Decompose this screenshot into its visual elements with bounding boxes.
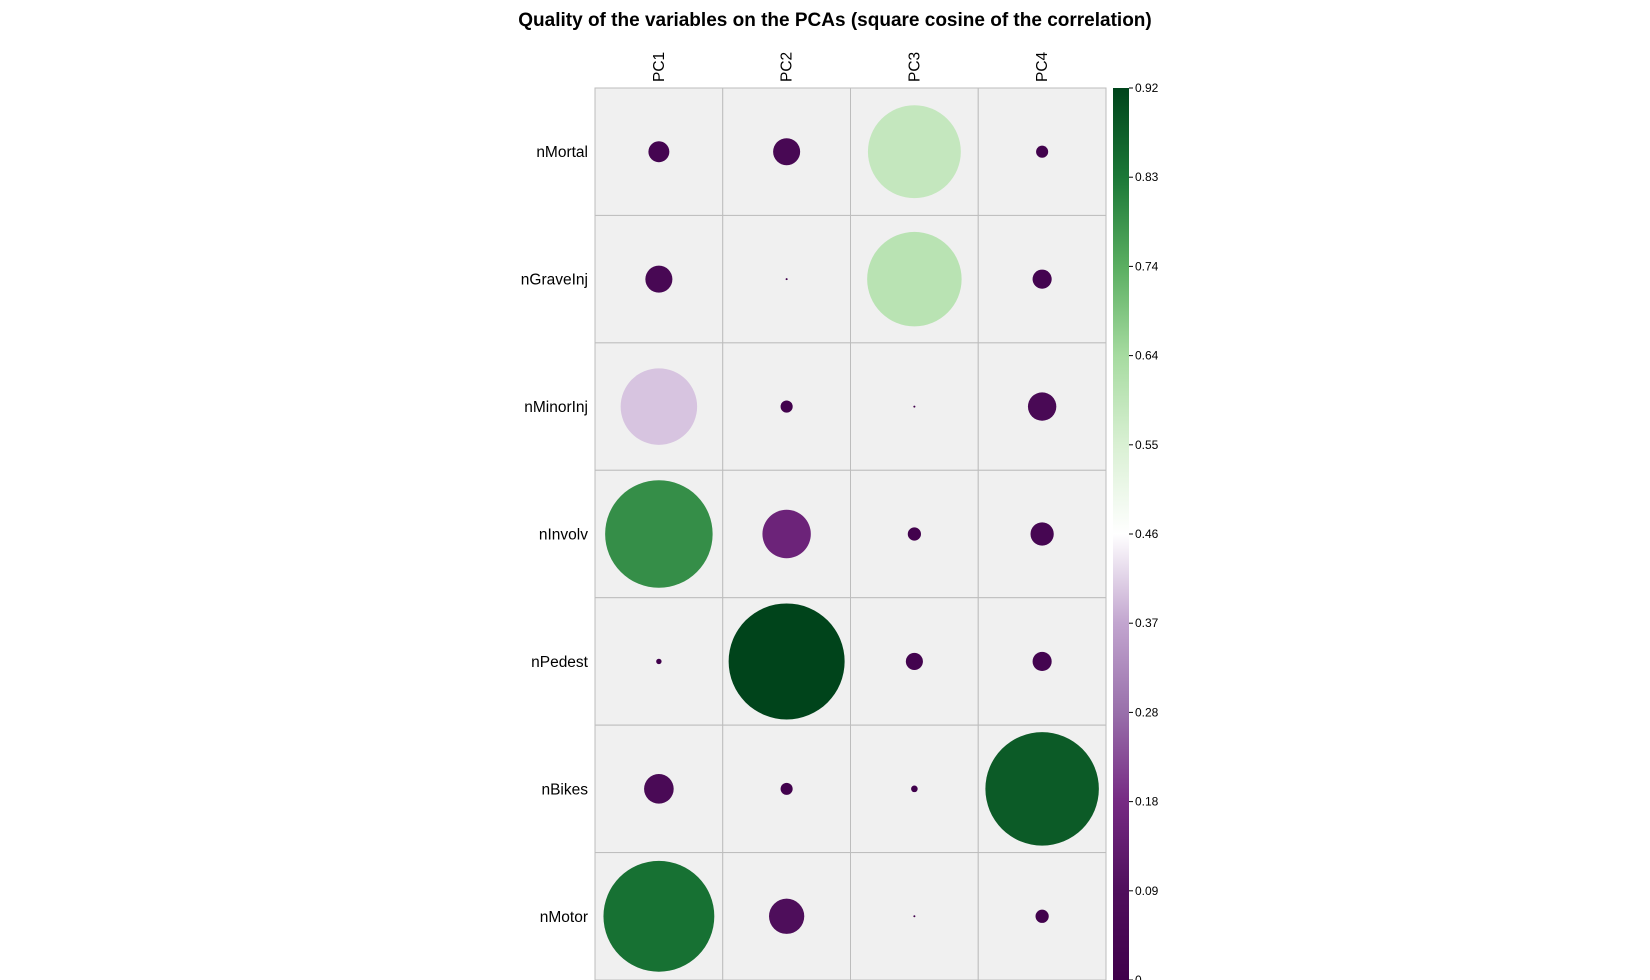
- column-labels: PC1 PC2 PC3 PC4: [651, 51, 1051, 82]
- matrix-cell: [722, 469, 851, 599]
- data-point: [1036, 145, 1049, 158]
- row-label: nInvolv: [539, 527, 588, 544]
- data-point: [762, 509, 811, 559]
- legend-tick-label: 0.18: [1135, 795, 1159, 809]
- legend-colorbar: [1113, 88, 1129, 980]
- data-point: [645, 265, 673, 293]
- row-label: nMinorInj: [524, 399, 588, 416]
- legend-tick-label: 0.92: [1135, 81, 1159, 95]
- legend-tick-label: 0.46: [1135, 527, 1159, 541]
- data-point: [1035, 909, 1049, 923]
- data-point: [656, 658, 662, 665]
- data-point: [780, 782, 793, 795]
- legend-tick-label: 0.74: [1135, 259, 1159, 273]
- data-point: [1027, 392, 1057, 421]
- data-point: [785, 278, 788, 281]
- data-point: [905, 652, 923, 670]
- data-point: [780, 400, 793, 413]
- row-label: nPedest: [531, 654, 589, 671]
- column-label: PC3: [906, 52, 923, 82]
- legend-tick-label: 0.55: [1135, 438, 1159, 452]
- row-label: nBikes: [541, 781, 588, 798]
- column-label: PC4: [1034, 51, 1051, 82]
- legend-tick-label: 0.09: [1135, 884, 1159, 898]
- data-point: [728, 603, 845, 720]
- data-point: [913, 915, 916, 918]
- data-point: [907, 527, 921, 541]
- data-point: [603, 860, 715, 972]
- column-label: PC2: [779, 52, 796, 82]
- data-point: [1032, 269, 1052, 289]
- column-label: PC1: [651, 52, 668, 82]
- data-point: [985, 732, 1099, 846]
- chart-title: Quality of the variables on the PCAs (sq…: [518, 10, 1151, 31]
- color-legend: 0.92 0.83 0.74 0.64 0.55 0.46 0.37 0.28 0.18 0.09…: [1113, 81, 1159, 980]
- matrix-cell: [722, 724, 851, 854]
- matrix-circles: [603, 105, 1099, 972]
- data-point: [644, 774, 674, 804]
- row-label: nMotor: [540, 909, 588, 926]
- legend-ticks: 0.92 0.83 0.74 0.64 0.55 0.46 0.37 0.28 0.18 0.09…: [1129, 81, 1159, 980]
- data-point: [1032, 651, 1052, 671]
- legend-tick-label: 0.28: [1135, 705, 1159, 719]
- legend-tick-label: 0.83: [1135, 170, 1159, 184]
- data-point: [605, 480, 713, 588]
- data-point: [648, 141, 670, 163]
- data-point: [620, 368, 698, 445]
- row-labels: nMortal nGraveInj nMinorInj nInvolv nPedest n…: [521, 144, 589, 926]
- data-point: [867, 105, 961, 199]
- data-point: [1030, 522, 1054, 546]
- data-point: [773, 138, 801, 166]
- data-point: [911, 785, 918, 793]
- row-label: nMortal: [536, 144, 588, 161]
- data-point: [867, 231, 962, 327]
- legend-tick-label: 0.64: [1135, 349, 1159, 363]
- legend-tick-label: 0: [1135, 973, 1142, 980]
- legend-tick-label: 0.37: [1135, 616, 1159, 630]
- data-point: [913, 405, 916, 408]
- row-label: nGraveInj: [521, 272, 588, 289]
- data-point: [769, 898, 805, 934]
